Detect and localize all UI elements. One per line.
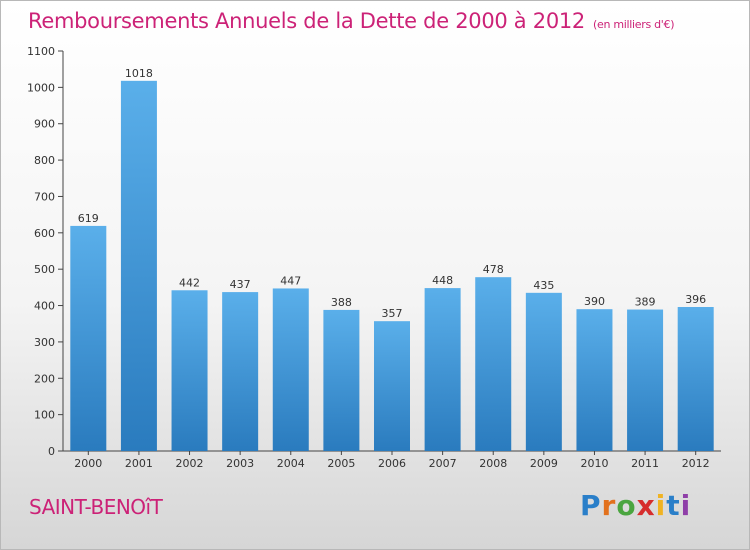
- x-tick-label: 2001: [125, 457, 153, 470]
- bar: [70, 225, 107, 451]
- data-label: 435: [533, 279, 554, 292]
- x-tick-label: 2000: [74, 457, 102, 470]
- data-label: 437: [230, 278, 251, 291]
- bar: [525, 292, 562, 451]
- logo-letter: i: [680, 489, 692, 522]
- labels: 2000 619 2001 1018 2002 442 2003 437 2004 447 2005…: [74, 67, 709, 470]
- logo-letter: o: [616, 489, 637, 522]
- y-tick-label: 800: [34, 154, 55, 167]
- y-tick-label: 300: [34, 336, 55, 349]
- logo-letter: r: [601, 489, 617, 522]
- y-tick-label: 400: [34, 300, 55, 313]
- x-tick-label: 2003: [226, 457, 254, 470]
- y-tick-label: 700: [34, 190, 55, 203]
- x-tick-label: 2008: [479, 457, 507, 470]
- data-label: 1018: [125, 67, 153, 80]
- data-label: 396: [685, 293, 706, 306]
- x-tick-label: 2012: [682, 457, 710, 470]
- y-tick-label: 1100: [27, 45, 55, 58]
- data-label: 388: [331, 296, 352, 309]
- data-label: 447: [280, 274, 301, 287]
- x-tick-label: 2006: [378, 457, 406, 470]
- bar: [323, 309, 360, 451]
- x-tick-label: 2005: [327, 457, 355, 470]
- chart-unit: (en milliers d'€): [593, 18, 675, 31]
- data-label: 619: [78, 212, 99, 225]
- bar: [120, 80, 157, 452]
- y-tick-label: 600: [34, 227, 55, 240]
- y-tick-label: 500: [34, 263, 55, 276]
- data-label: 357: [382, 307, 403, 320]
- y-tick-label: 1000: [27, 81, 55, 94]
- x-tick-label: 2011: [631, 457, 659, 470]
- y-tick-label: 200: [34, 372, 55, 385]
- bar: [374, 321, 410, 451]
- bar: [677, 307, 714, 451]
- bar: [222, 292, 259, 451]
- chart-title: Remboursements Annuels de la Dette de 20…: [28, 9, 674, 33]
- data-label: 389: [635, 296, 656, 309]
- y-tick-label: 100: [34, 409, 55, 422]
- x-tick-label: 2010: [580, 457, 608, 470]
- y-tick-label: 0: [48, 445, 55, 458]
- bar: [171, 290, 208, 451]
- logo-letter: P: [580, 489, 602, 522]
- bar: [627, 309, 664, 451]
- data-label: 442: [179, 276, 200, 289]
- bar: [272, 288, 309, 451]
- commune-name: SAINT-BENOîT: [29, 495, 163, 519]
- bars: [70, 80, 714, 452]
- bar: [475, 277, 512, 451]
- data-label: 390: [584, 295, 605, 308]
- x-tick-label: 2002: [176, 457, 204, 470]
- logo-letter: x: [636, 489, 656, 522]
- data-label: 448: [432, 274, 453, 287]
- y-tick-label: 900: [34, 118, 55, 131]
- chart-title-text: Remboursements Annuels de la Dette de 20…: [28, 9, 585, 33]
- proxiti-logo: Proxiti: [580, 489, 691, 522]
- logo-letter: i: [655, 489, 667, 522]
- logo-letter: t: [666, 489, 681, 522]
- bar: [424, 288, 461, 451]
- x-tick-label: 2004: [277, 457, 305, 470]
- bar: [576, 309, 613, 451]
- x-tick-label: 2007: [429, 457, 457, 470]
- data-label: 478: [483, 263, 504, 276]
- x-tick-label: 2009: [530, 457, 558, 470]
